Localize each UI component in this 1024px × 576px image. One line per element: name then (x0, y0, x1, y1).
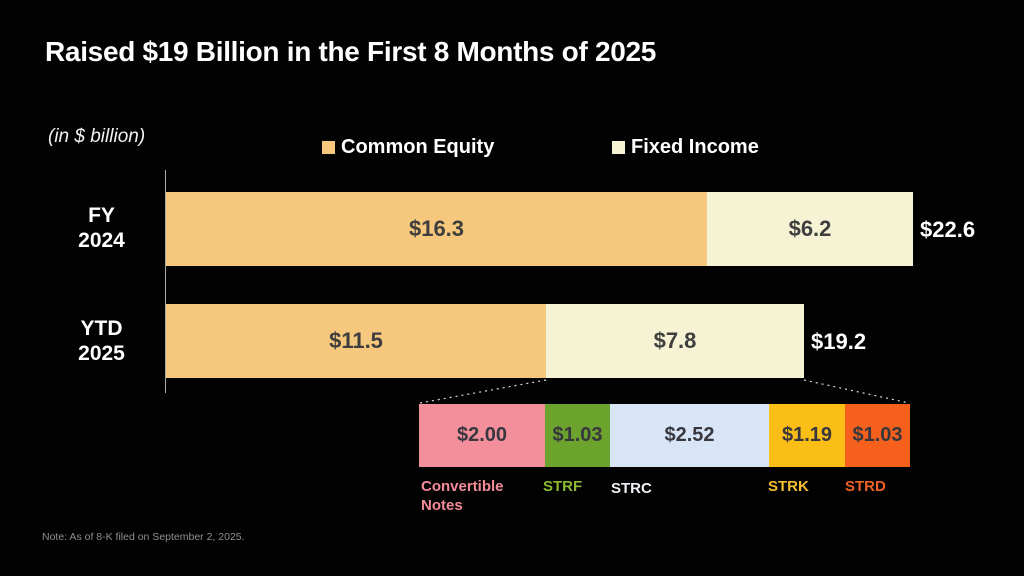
legend-item-fixed-income: Fixed Income (612, 136, 759, 159)
breakdown-label-strc: STRC (611, 480, 652, 497)
breakdown-label-strk: STRK (768, 478, 809, 495)
breakdown-segment-strd: $1.03 (845, 404, 910, 467)
value-label: $2.00 (456, 424, 508, 446)
y-axis-line (165, 170, 166, 393)
page-title: Raised $19 Billion in the First 8 Months… (45, 36, 657, 67)
total-label-ytd-2025: $19.2 (811, 329, 867, 354)
legend-label-common-equity: Common Equity (341, 136, 495, 158)
breakdown-segment-strk: $1.19 (769, 404, 845, 467)
value-label: $1.19 (781, 424, 833, 446)
breakdown-bar: $2.00 $1.03 $2.52 $1.19 $1.03 (419, 404, 910, 467)
breakdown-segment-strf: $1.03 (545, 404, 610, 467)
value-label: $2.52 (664, 424, 715, 446)
value-label: $6.2 (788, 216, 832, 241)
category-label-ytd-2025: YTD 2025 (78, 317, 125, 365)
value-label: $11.5 (329, 328, 383, 353)
units-label: (in $ billion) (48, 126, 146, 147)
value-label: $1.03 (552, 424, 603, 446)
total-label-fy-2024: $22.6 (920, 217, 976, 242)
breakdown-label-strf: STRF (543, 478, 583, 495)
bar-segment-ytd2025-fixed-income: $7.8 (546, 304, 804, 378)
bar-segment-fy2024-common-equity: $16.3 (166, 192, 707, 266)
value-label: $1.03 (852, 424, 903, 446)
bar-segment-ytd2025-common-equity: $11.5 (166, 304, 546, 378)
bar-ytd-2025: $11.5 $7.8 (166, 304, 804, 378)
legend-swatch-fixed-income (612, 141, 625, 154)
breakdown-segment-convertible-notes: $2.00 (419, 404, 545, 467)
bar-fy-2024: $16.3 $6.2 (166, 192, 913, 266)
legend-swatch-common-equity (322, 141, 335, 154)
legend-item-common-equity: Common Equity (322, 136, 494, 159)
category-label-fy-2024: FY 2024 (78, 204, 125, 252)
footnote: Note: As of 8-K filed on September 2, 20… (42, 531, 245, 543)
breakdown-segment-strc: $2.52 (610, 404, 769, 467)
bar-segment-fy2024-fixed-income: $6.2 (707, 192, 913, 266)
breakdown-label-convertible-notes: Convertible Notes (421, 478, 504, 514)
value-label: $16.3 (408, 216, 465, 241)
value-label: $7.8 (653, 328, 697, 353)
legend-label-fixed-income: Fixed Income (631, 136, 759, 158)
breakdown-label-strd: STRD (845, 478, 886, 495)
